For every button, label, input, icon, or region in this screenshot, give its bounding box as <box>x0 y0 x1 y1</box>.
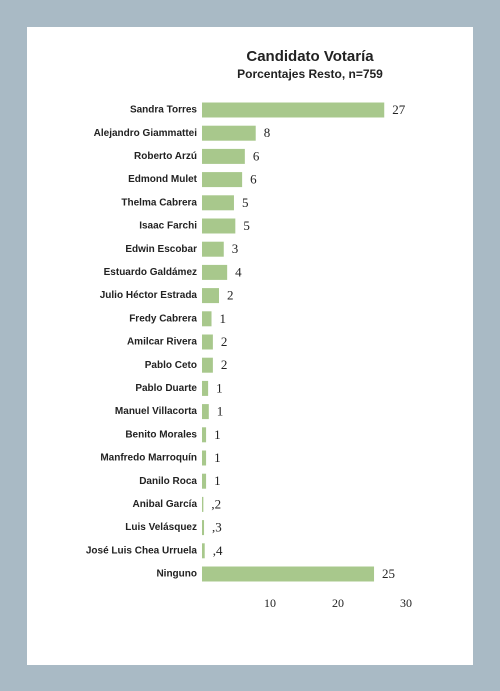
y-tick-label: Pablo Ceto <box>145 360 197 371</box>
y-tick-label: Estuardo Galdámez <box>104 267 197 278</box>
bar <box>202 404 209 420</box>
value-label: 6 <box>253 148 260 163</box>
y-tick-label: Luis Velásquez <box>125 522 197 533</box>
y-tick-label: Thelma Cabrera <box>121 197 197 208</box>
bar <box>202 566 375 582</box>
value-label: ,3 <box>212 520 222 535</box>
y-tick-label: Ninguno <box>156 569 197 580</box>
chart-title: Candidato Votaría <box>246 48 374 65</box>
bar <box>202 241 224 257</box>
y-tick-label: Edmond Mulet <box>128 174 198 185</box>
bar <box>202 288 219 304</box>
bar <box>202 357 213 373</box>
y-tick-label: Manfredo Marroquín <box>100 453 197 464</box>
bar <box>202 148 245 164</box>
bar <box>202 450 207 466</box>
value-label: 25 <box>382 566 395 581</box>
y-tick-label: José Luis Chea Urruela <box>86 545 198 556</box>
bar <box>202 125 256 141</box>
value-label: 1 <box>214 427 221 442</box>
y-tick-label: Alejandro Giammattei <box>94 128 198 139</box>
bar <box>202 473 207 489</box>
value-label: 1 <box>214 450 221 465</box>
value-label: 1 <box>220 311 227 326</box>
value-label: 1 <box>216 380 223 395</box>
value-label: 2 <box>221 357 228 372</box>
bar <box>202 520 205 536</box>
y-tick-label: Danilo Roca <box>139 476 197 487</box>
value-label: 4 <box>235 264 242 279</box>
value-label: ,4 <box>213 543 223 558</box>
y-tick-label: Edwin Escobar <box>125 244 197 255</box>
bar <box>202 195 234 211</box>
y-tick-label: Pablo Duarte <box>135 383 197 394</box>
x-tick-label: 30 <box>400 596 412 610</box>
value-label: ,2 <box>211 496 221 511</box>
y-tick-label: Manuel Villacorta <box>115 406 198 417</box>
y-tick-label: Roberto Arzú <box>134 151 197 162</box>
x-tick-label: 20 <box>332 596 344 610</box>
bar <box>202 172 243 188</box>
y-tick-label: Fredy Cabrera <box>129 313 197 324</box>
y-tick-label: Amilcar Rivera <box>127 337 197 348</box>
value-label: 5 <box>243 218 250 233</box>
bar <box>202 496 204 512</box>
value-label: 1 <box>217 404 224 419</box>
bar <box>202 218 236 234</box>
y-tick-label: Anibal García <box>133 499 198 510</box>
value-label: 2 <box>227 288 234 303</box>
y-tick-label: Julio Héctor Estrada <box>100 290 198 301</box>
value-label: 6 <box>250 172 257 187</box>
bar <box>202 264 228 280</box>
bar <box>202 311 212 327</box>
y-tick-label: Sandra Torres <box>130 105 197 116</box>
y-tick-label: Benito Morales <box>125 429 197 440</box>
bar <box>202 543 205 559</box>
bar <box>202 427 207 443</box>
value-label: 27 <box>392 102 406 117</box>
y-tick-label: Isaac Farchi <box>139 221 197 232</box>
chart-subtitle: Porcentajes Resto, n=759 <box>237 67 383 81</box>
bar <box>202 380 209 396</box>
x-tick-label: 10 <box>264 596 276 610</box>
value-label: 8 <box>264 125 271 140</box>
value-label: 2 <box>221 334 228 349</box>
value-label: 1 <box>214 473 221 488</box>
bar <box>202 102 385 118</box>
value-label: 3 <box>232 241 239 256</box>
bar <box>202 334 213 350</box>
value-label: 5 <box>242 195 249 210</box>
